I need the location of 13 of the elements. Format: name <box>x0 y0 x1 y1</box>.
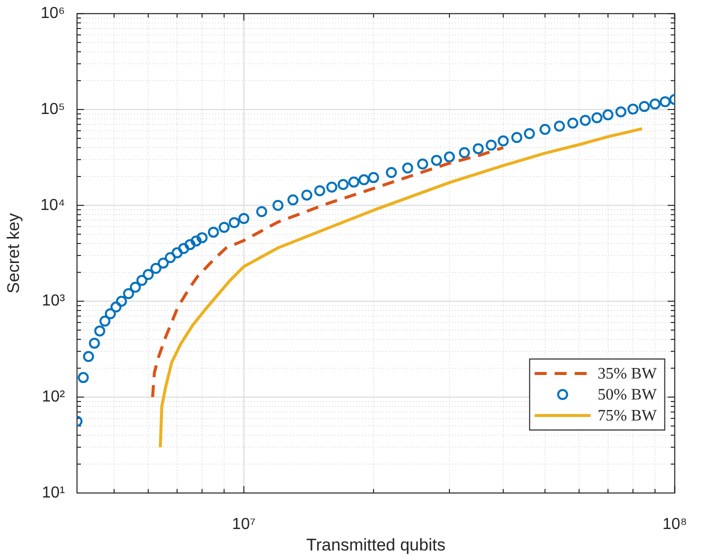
x-tick-label: 10⁸ <box>662 516 687 534</box>
y-tick-label: 10⁶ <box>40 5 65 22</box>
y-axis-title: Secret key <box>4 212 23 294</box>
y-tick-label: 10⁵ <box>40 100 65 118</box>
y-tick-label: 10² <box>42 388 66 406</box>
y-tick-label: 10³ <box>42 292 66 310</box>
legend-label: 50% BW <box>598 386 658 404</box>
y-tick-label: 10⁴ <box>40 196 66 214</box>
x-tick-label: 10⁷ <box>232 516 256 534</box>
y-tick-label: 10¹ <box>42 484 65 502</box>
legend-label: 35% BW <box>598 366 658 383</box>
x-axis-title: Transmitted qubits <box>306 535 446 554</box>
legend-label: 75% BW <box>598 408 658 425</box>
